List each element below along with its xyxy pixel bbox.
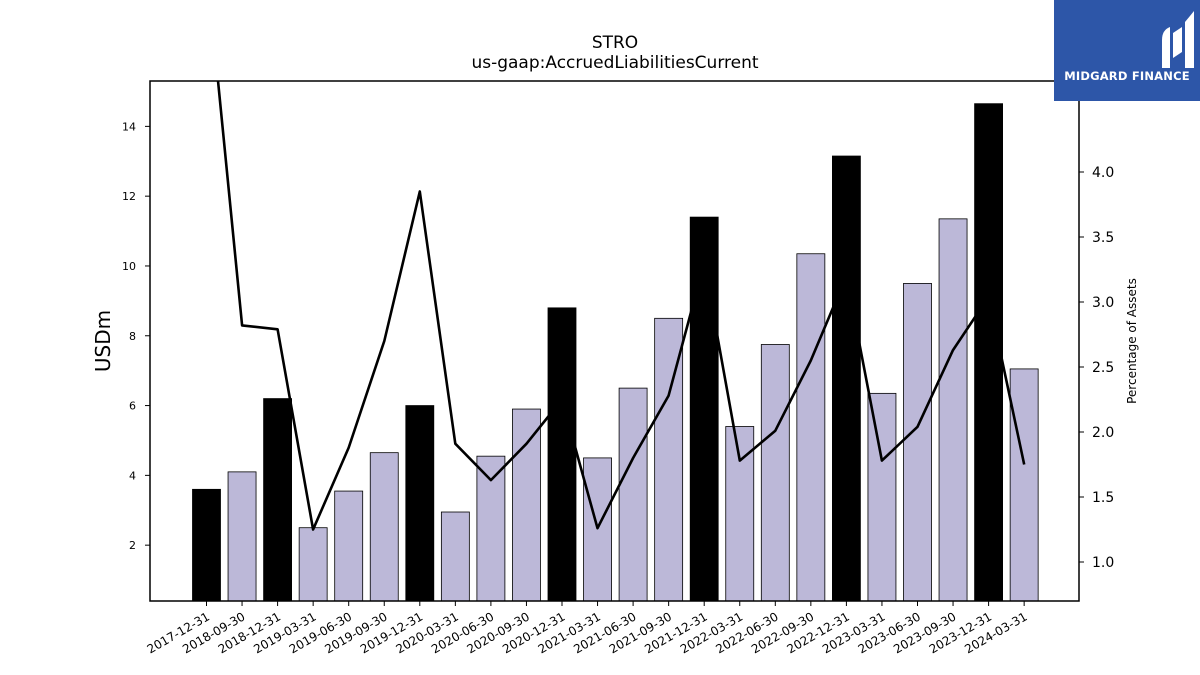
bar — [867, 392, 897, 602]
bar — [760, 344, 790, 602]
y-tick-label: 14 — [122, 120, 136, 133]
bar — [938, 218, 968, 602]
bar — [689, 216, 719, 602]
y-tick-label: 6 — [129, 400, 136, 413]
bar — [476, 455, 506, 602]
series-line — [216, 81, 1026, 531]
y-tick-label: 10 — [122, 260, 136, 273]
y-tick-label: 8 — [129, 330, 136, 343]
bar — [512, 408, 541, 602]
bar — [547, 307, 577, 602]
bar — [832, 155, 861, 602]
y2-tick-label: 2.0 — [1092, 425, 1114, 441]
y2-tick-label: 4.0 — [1092, 165, 1114, 181]
plot-frame — [149, 80, 1080, 602]
bar — [298, 527, 328, 602]
bar — [974, 103, 1003, 602]
bar — [263, 398, 293, 602]
brand-logo: MIDGARD FINANCE — [1054, 0, 1200, 101]
y2-tick-label: 3.0 — [1092, 295, 1114, 311]
y2-tick-label: 2.5 — [1092, 360, 1114, 376]
y2-axis-label: Percentage of Assets — [1125, 278, 1139, 404]
bar — [334, 490, 364, 602]
y-tick-label: 4 — [129, 469, 136, 482]
y-tick-label: 2 — [129, 539, 136, 552]
bar — [440, 511, 470, 602]
y-axis-label: USDm — [91, 310, 115, 372]
bar — [618, 387, 648, 602]
bar — [796, 253, 826, 602]
midgard-m-icon — [1162, 11, 1194, 68]
bar — [1009, 368, 1039, 602]
bar — [903, 283, 932, 602]
bar — [369, 452, 399, 602]
y2-tick-label: 1.5 — [1092, 490, 1114, 506]
bar — [192, 488, 221, 602]
y2-tick-label: 3.5 — [1092, 230, 1114, 246]
bar — [227, 471, 257, 602]
y-tick-label: 12 — [122, 190, 136, 203]
chart-title: STRO — [592, 33, 638, 53]
bar — [405, 405, 435, 602]
chart-subtitle: us-gaap:AccruedLiabilitiesCurrent — [471, 53, 758, 73]
y2-tick-label: 1.0 — [1092, 555, 1114, 571]
logo-text: MIDGARD FINANCE — [1064, 69, 1190, 83]
